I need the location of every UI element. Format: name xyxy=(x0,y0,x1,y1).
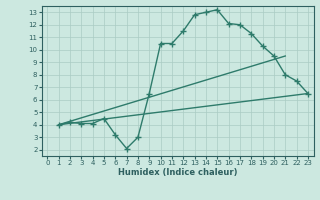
X-axis label: Humidex (Indice chaleur): Humidex (Indice chaleur) xyxy=(118,168,237,177)
